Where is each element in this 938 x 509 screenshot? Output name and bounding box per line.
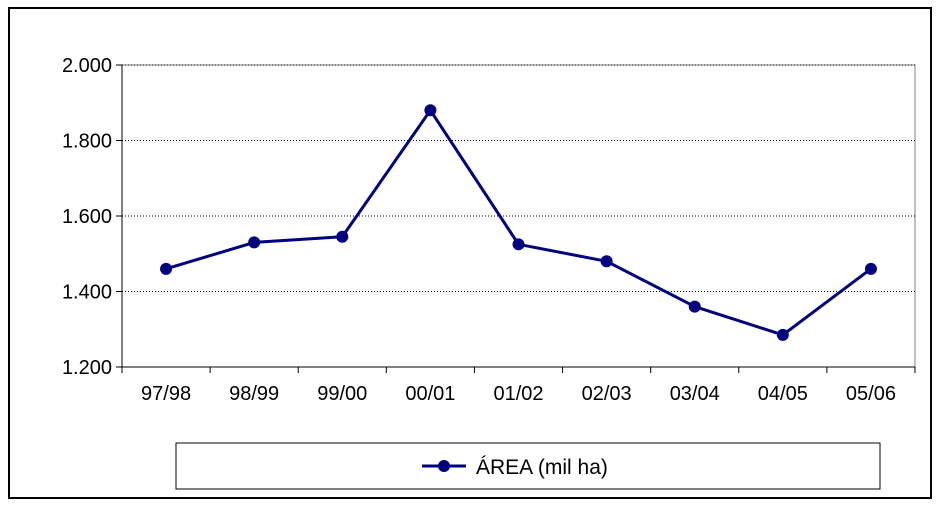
data-point bbox=[248, 236, 261, 249]
legend-marker-swatch bbox=[438, 460, 450, 472]
data-point bbox=[424, 104, 437, 117]
gridlines bbox=[122, 64, 915, 292]
data-point bbox=[336, 230, 349, 243]
x-tick-label: 05/06 bbox=[846, 383, 896, 405]
x-tick-label: 98/99 bbox=[229, 383, 279, 405]
y-tick-label: 1.600 bbox=[62, 206, 112, 228]
legend-box bbox=[175, 442, 881, 490]
x-tick-label: 04/05 bbox=[758, 383, 808, 405]
y-tick-label: 1.400 bbox=[62, 282, 112, 304]
x-tick-labels: 97/98 98/99 99/00 00/01 01/02 02/03 03/04 04/05… bbox=[121, 367, 916, 405]
data-point bbox=[864, 262, 877, 275]
x-tick-label: 02/03 bbox=[582, 383, 632, 405]
x-tick-label: 03/04 bbox=[670, 383, 720, 405]
x-tick-label: 99/00 bbox=[317, 383, 367, 405]
data-point bbox=[776, 328, 789, 341]
x-tick-label: 01/02 bbox=[493, 383, 543, 405]
x-tick-label: 00/01 bbox=[405, 383, 455, 405]
data-point bbox=[600, 255, 613, 268]
legend: ÁREA (mil ha) bbox=[175, 442, 881, 490]
data-point bbox=[160, 262, 173, 275]
y-tick-label: 1.200 bbox=[62, 357, 112, 379]
data-point bbox=[512, 238, 525, 251]
legend-label: ÁREA (mil ha) bbox=[476, 456, 608, 479]
series bbox=[160, 104, 877, 341]
data-point bbox=[688, 300, 701, 313]
y-tick-label: 2.000 bbox=[62, 55, 112, 77]
y-tick-labels: 1.200 1.400 1.600 1.800 2.000 bbox=[62, 55, 122, 379]
x-tick-label: 97/98 bbox=[141, 383, 191, 405]
y-tick-label: 1.800 bbox=[62, 131, 112, 153]
